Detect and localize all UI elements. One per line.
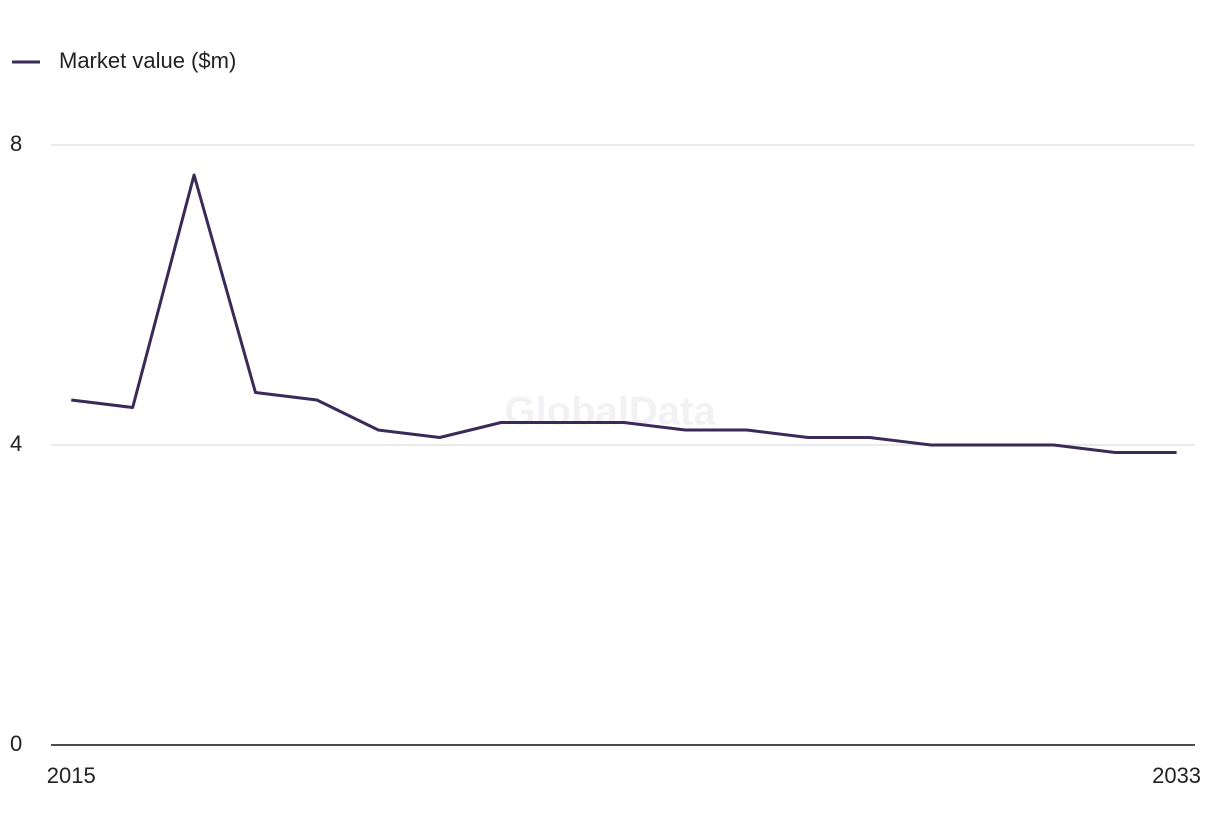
data-line	[71, 173, 1177, 454]
y-tick-label: 4	[10, 431, 22, 456]
y-tick-label: 0	[10, 731, 22, 756]
x-tick-label: 2015	[47, 763, 96, 788]
y-tick-label: 8	[10, 131, 22, 156]
legend-label: Market value ($m)	[59, 48, 236, 73]
x-tick-label: 2033	[1152, 763, 1201, 788]
watermark: GlobalData	[504, 390, 716, 434]
